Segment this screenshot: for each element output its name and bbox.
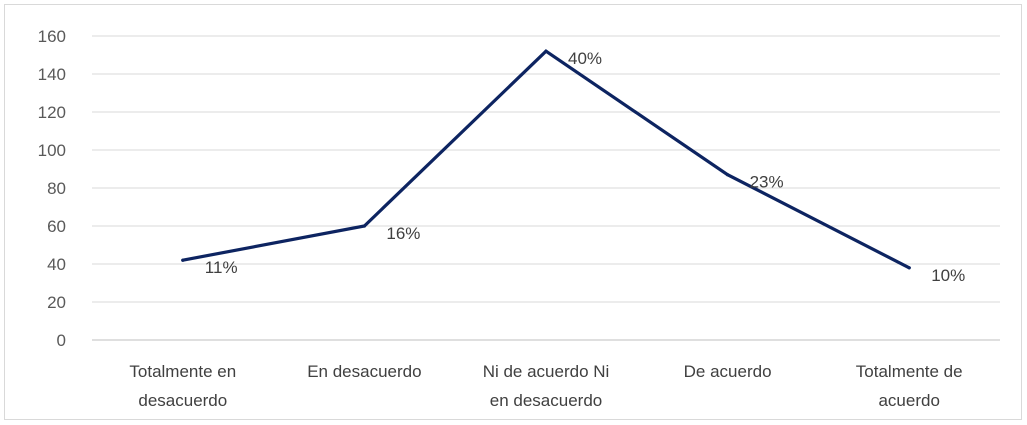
data-point — [362, 224, 366, 228]
y-tick-label: 40 — [47, 255, 66, 274]
y-tick-label: 140 — [38, 65, 66, 84]
x-category-label: En desacuerdo — [307, 362, 421, 381]
data-point — [907, 266, 911, 270]
data-point — [544, 49, 548, 53]
data-label: 23% — [750, 173, 784, 192]
y-tick-label: 20 — [47, 293, 66, 312]
y-tick-label: 80 — [47, 179, 66, 198]
y-tick-label: 100 — [38, 141, 66, 160]
x-category-label-line: Totalmente en — [129, 362, 236, 381]
x-category-label: De acuerdo — [684, 362, 772, 381]
series-line — [181, 49, 911, 270]
data-label: 16% — [386, 224, 420, 243]
y-tick-label: 120 — [38, 103, 66, 122]
x-category-label: Ni de acuerdo Ni en desacuerdo — [483, 362, 610, 410]
x-category-label: Totalmente de acuerdo — [856, 362, 963, 410]
y-tick-label: 0 — [57, 331, 66, 350]
x-category-label-line: En desacuerdo — [307, 362, 421, 381]
data-point — [181, 258, 185, 262]
x-category-label-line: Totalmente de — [856, 362, 963, 381]
data-label: 40% — [568, 49, 602, 68]
x-category-label: Totalmente en desacuerdo — [129, 362, 236, 410]
chart-frame — [4, 4, 1022, 420]
x-category-label-line: De acuerdo — [684, 362, 772, 381]
y-tick-label: 160 — [38, 27, 66, 46]
data-label: 10% — [931, 266, 965, 285]
x-category-label-line: Ni de acuerdo Ni — [483, 362, 610, 381]
x-category-label-line: acuerdo — [878, 391, 939, 410]
y-tick-label: 60 — [47, 217, 66, 236]
x-category-label-line: en desacuerdo — [490, 391, 602, 410]
data-point — [726, 173, 730, 177]
x-category-label-line: desacuerdo — [138, 391, 227, 410]
data-label: 11% — [205, 258, 238, 277]
